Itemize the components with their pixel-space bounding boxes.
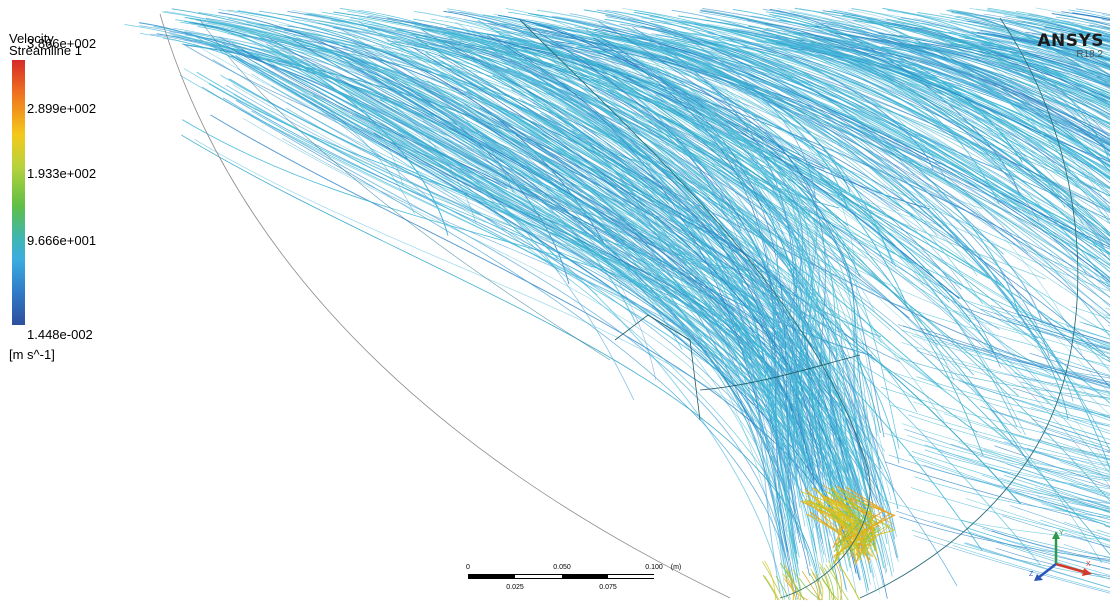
legend-label: 1.933e+002 xyxy=(27,167,96,181)
legend-color-bar xyxy=(12,60,25,325)
streamline xyxy=(991,306,1110,375)
y-axis-label: Y xyxy=(1059,530,1064,537)
brand-version: R18.2 xyxy=(1037,50,1103,60)
streamline xyxy=(908,455,1110,534)
z-axis-label: Z xyxy=(1029,571,1034,578)
scale-segment xyxy=(515,574,562,579)
scale-segment xyxy=(608,574,654,579)
legend-label-max: 3.866e+002 xyxy=(27,37,96,51)
scale-segment xyxy=(562,574,608,579)
streamlines-group xyxy=(125,8,1110,601)
streamline xyxy=(917,460,1110,537)
ansys-logo: ANSYS R18.2 xyxy=(1037,33,1104,60)
streamline xyxy=(1018,411,1110,475)
scale-label: 0 xyxy=(466,564,470,571)
scale-segment xyxy=(468,574,515,579)
legend-units: [m s^-1] xyxy=(9,347,55,362)
brand-name: ANSYS xyxy=(1037,33,1104,50)
streamline xyxy=(885,462,1105,525)
z-axis-arrow xyxy=(1038,564,1056,578)
scale-label: 0.075 xyxy=(599,584,617,591)
x-axis-arrowhead xyxy=(1082,568,1092,576)
scale-label: 0.025 xyxy=(506,584,524,591)
scale-label: 0.050 xyxy=(553,564,571,571)
x-axis-label: X xyxy=(1086,561,1091,568)
scale-unit: (m) xyxy=(671,564,682,571)
legend-label: 2.899e+002 xyxy=(27,102,96,116)
scale-bar: 0 0.050 0.100 (m) 0.025 0.075 xyxy=(466,562,686,596)
scale-label: 0.100 xyxy=(645,564,663,571)
x-axis-arrow xyxy=(1056,564,1084,572)
axis-triad: X Y Z xyxy=(1026,526,1096,586)
streamline xyxy=(952,364,1110,441)
legend-label: 9.666e+001 xyxy=(27,234,96,248)
legend-label-min: 1.448e-002 xyxy=(27,328,93,342)
color-legend: Velocity Streamline 1 3.866e+002 2.899e+… xyxy=(9,33,169,373)
